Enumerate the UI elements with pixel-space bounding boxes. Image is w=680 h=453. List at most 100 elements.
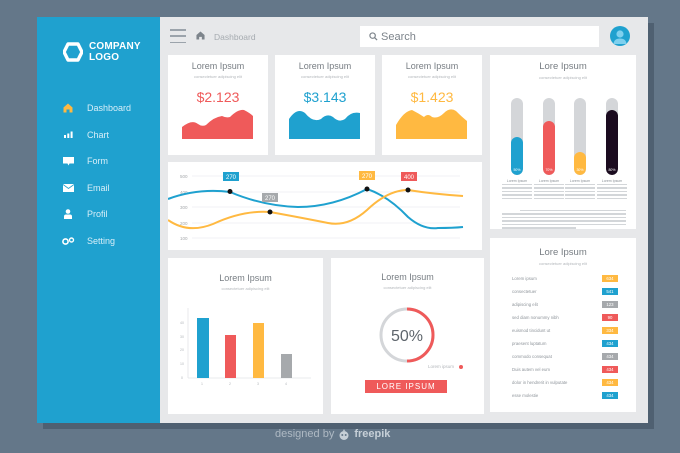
home-icon: [61, 101, 75, 115]
sidebar-item-setting[interactable]: Setting: [61, 228, 131, 255]
progress-tube-1: 50%: [511, 98, 523, 175]
tube-caption: Lorem Ipsum: [601, 179, 623, 183]
attribution-footer: designed by freepik: [275, 428, 390, 440]
area-sparkline-yellow: [396, 109, 467, 139]
sidebar-item-profil[interactable]: Profil: [61, 201, 131, 228]
search-icon: [369, 32, 378, 41]
card-title: Lorem Ipsum: [405, 61, 459, 71]
card-title: Lorem Ipsum: [381, 272, 434, 282]
svg-text:10: 10: [180, 362, 184, 366]
logo-line2: LOGO: [89, 52, 120, 63]
sidebar-item-email[interactable]: Email: [61, 175, 131, 202]
bar-chart: 40 30 20 10 0 1 2 3 4: [180, 308, 311, 386]
bar-3: [253, 323, 264, 378]
card-subtitle: consectetuer adipiscing elit: [407, 74, 457, 79]
list-item: Lorem ipsum 634: [512, 275, 618, 282]
line-chart: 500 400 300 200 100 270 270 270 400: [167, 171, 464, 241]
list-item: adipiscing elit 123: [512, 301, 618, 308]
card-title: Lore Ipsum: [539, 61, 587, 72]
donut-legend: Lorem ipsum: [428, 364, 464, 369]
svg-text:40: 40: [180, 321, 184, 325]
y-tick: 400: [180, 190, 188, 195]
donut-chart: 50%: [379, 307, 435, 363]
card-subtitle: consectetuer adipiscing elit: [193, 74, 243, 79]
sidebar-item-form[interactable]: Form: [61, 148, 131, 175]
svg-text:270: 270: [226, 175, 237, 181]
placeholder-text-block: [502, 184, 532, 201]
hexagon-logo-icon: [63, 42, 83, 62]
svg-text:4: 4: [285, 382, 287, 386]
y-tick: 300: [180, 205, 188, 210]
menu-toggle-icon[interactable]: [170, 29, 186, 43]
search-placeholder: Search: [381, 30, 416, 43]
avatar[interactable]: [610, 26, 630, 46]
sidebar-item-label: Email: [87, 182, 110, 193]
breadcrumb[interactable]: Dashboard: [214, 32, 256, 42]
svg-text:20: 20: [180, 348, 184, 352]
donut-card: Lorem Ipsum consectetuer adipiscing elit…: [331, 258, 484, 414]
tooltip-2: 270: [262, 193, 278, 202]
stat-value: $3.143: [303, 89, 347, 105]
tooltip-4: 400: [401, 172, 417, 181]
svg-text:270: 270: [265, 196, 276, 202]
list-item: euismod tincidunt ut 334: [512, 327, 618, 334]
card-subtitle: consectetuer adipiscing elit: [383, 285, 432, 290]
placeholder-text-block: [565, 184, 595, 201]
sidebar-nav: Dashboard Chart Form Email Profil Settin…: [61, 95, 131, 254]
tooltip-1: 270: [223, 172, 239, 181]
svg-text:400: 400: [404, 175, 415, 181]
sidebar-item-chart[interactable]: Chart: [61, 122, 131, 149]
area-sparkline-red: [182, 109, 253, 139]
svg-text:3: 3: [257, 382, 259, 386]
bar-4: [281, 354, 292, 378]
placeholder-text-block: [597, 184, 627, 201]
sidebar-item-label: Profil: [87, 209, 108, 220]
placeholder-paragraph: [502, 210, 626, 231]
user-icon: [61, 207, 75, 221]
list-item: esse molestie 434: [512, 392, 618, 399]
stat-card-2: Lorem Ipsum consectetuer adipiscing elit…: [275, 55, 375, 155]
list-item: Duis autem vel eum 434: [512, 366, 618, 373]
settings-icon: [61, 234, 75, 248]
stat-card-3: Lorem Ipsum consectetuer adipiscing elit…: [382, 55, 482, 155]
line-chart-card: 500 400 300 200 100 270 270 270 400: [167, 162, 482, 250]
card-subtitle: consectetuer adipiscing elit: [538, 75, 588, 80]
card-subtitle: consectetuer adipiscing elit: [300, 74, 350, 79]
card-title: Lore Ipsum: [539, 247, 587, 258]
tube-caption: Lorem Ipsum: [506, 179, 528, 183]
tooltip-3: 270: [359, 171, 375, 180]
company-logo[interactable]: COMPANY LOGO: [63, 41, 141, 63]
card-title: Lorem Ipsum: [219, 273, 272, 283]
dashboard-window: COMPANY LOGO Dashboard Chart Form Email: [37, 17, 648, 423]
legend-dot-icon: [459, 364, 464, 369]
y-tick: 500: [180, 174, 188, 179]
card-subtitle: consectetuer adipiscing elit: [221, 286, 270, 291]
list-item: consectetuer 541: [512, 288, 618, 295]
freepik-logo-icon: [339, 428, 349, 440]
progress-tubes-card: Lore Ipsum consectetuer adipiscing elit …: [490, 55, 636, 229]
bar-chart-icon: [61, 128, 75, 142]
sidebar-item-label: Form: [87, 156, 108, 167]
footer-prefix: designed by: [275, 428, 335, 440]
svg-text:30: 30: [180, 335, 184, 339]
topbar: Dashboard Search: [160, 17, 648, 53]
progress-tube-3: 30%: [574, 98, 586, 175]
svg-text:2: 2: [229, 382, 231, 386]
sidebar-item-label: Setting: [87, 235, 116, 246]
placeholder-text-block: [534, 184, 564, 201]
search-input[interactable]: Search: [360, 26, 599, 47]
user-avatar-icon: [613, 30, 627, 44]
email-icon: [61, 181, 75, 195]
lore-ipsum-button[interactable]: LORE IPSUM: [365, 380, 447, 393]
area-sparkline-blue: [289, 111, 360, 139]
svg-text:270: 270: [362, 174, 373, 180]
breadcrumb-home-icon[interactable]: [196, 31, 205, 40]
list-item: sed diam nonummy nibh 90: [512, 314, 618, 321]
svg-text:1: 1: [201, 382, 203, 386]
card-title: Lorem Ipsum: [191, 61, 245, 71]
stat-card-1: Lorem Ipsum consectetuer adipiscing elit…: [168, 55, 268, 155]
stat-value: $1.423: [410, 89, 454, 105]
sidebar-item-dashboard[interactable]: Dashboard: [61, 95, 131, 122]
list-item: commodo consequat 434: [512, 353, 618, 360]
list-card: Lore Ipsum consectetuer adipiscing elit …: [490, 238, 636, 412]
